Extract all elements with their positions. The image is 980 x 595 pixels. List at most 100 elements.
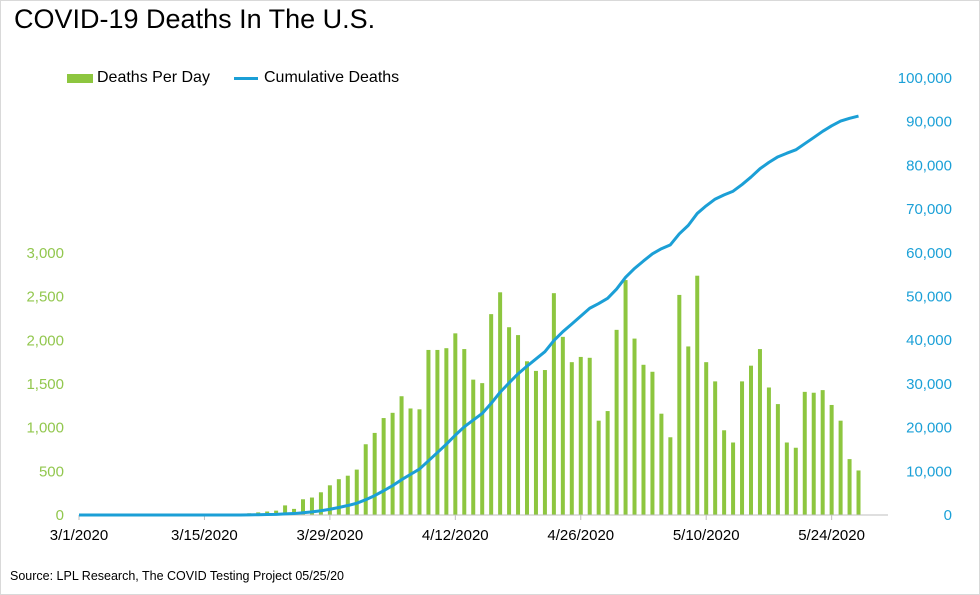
bar-deaths-per-day xyxy=(309,497,314,515)
bar-deaths-per-day xyxy=(757,349,762,515)
bar-deaths-per-day xyxy=(292,508,297,515)
right-axis-tick-label: 60,000 xyxy=(906,245,952,262)
x-axis-tick-label: 4/12/2020 xyxy=(422,527,489,544)
bar-deaths-per-day xyxy=(811,392,816,515)
chart-title: COVID-19 Deaths In The U.S. xyxy=(14,4,376,34)
right-axis-tick-label: 20,000 xyxy=(906,420,952,437)
bar-deaths-per-day xyxy=(650,371,655,515)
bar-deaths-per-day xyxy=(435,349,440,515)
bars-group xyxy=(238,275,861,515)
left-axis-tick-label: 2,000 xyxy=(26,332,64,349)
bar-deaths-per-day xyxy=(408,408,413,515)
bar-deaths-per-day xyxy=(525,361,529,515)
bar-deaths-per-day xyxy=(793,447,798,515)
right-axis-tick-label: 100,000 xyxy=(898,70,952,87)
bar-deaths-per-day xyxy=(820,390,825,515)
x-axis-tick-label: 3/29/2020 xyxy=(297,527,364,544)
bar-deaths-per-day xyxy=(560,336,565,515)
bar-deaths-per-day xyxy=(318,492,323,515)
bar-deaths-per-day xyxy=(283,505,288,515)
bar-deaths-per-day xyxy=(274,510,279,515)
bar-deaths-per-day xyxy=(471,379,476,515)
right-axis-tick-label: 90,000 xyxy=(906,114,952,131)
bar-deaths-per-day xyxy=(740,381,745,515)
cumulative-deaths-line xyxy=(79,114,859,517)
bar-deaths-per-day xyxy=(578,356,583,515)
bar-deaths-per-day xyxy=(605,411,610,515)
right-axis-tick-label: 50,000 xyxy=(906,289,952,306)
right-axis-tick-label: 30,000 xyxy=(906,376,952,393)
left-axis-labels: 0 500 1,000 1,500 2,000 2,500 3,000 xyxy=(26,245,64,524)
right-axis-tick-label: 70,000 xyxy=(906,201,952,218)
bar-deaths-per-day xyxy=(345,475,350,515)
bar-deaths-per-day xyxy=(372,432,377,515)
bar-deaths-per-day xyxy=(363,444,368,515)
bar-deaths-per-day xyxy=(516,335,521,515)
legend-label-cumulative-deaths: Cumulative Deaths xyxy=(264,69,400,86)
x-axis-tick-label: 3/15/2020 xyxy=(171,527,238,544)
legend-bar-swatch xyxy=(67,73,93,83)
bar-deaths-per-day xyxy=(426,349,431,515)
legend-item-cumulative-deaths: Cumulative Deaths xyxy=(234,69,399,87)
legend-line-swatch xyxy=(234,76,258,80)
bar-deaths-per-day xyxy=(686,346,691,515)
legend-item-deaths-per-day: Deaths Per Day xyxy=(67,69,210,87)
bar-deaths-per-day xyxy=(695,275,700,515)
bar-deaths-per-day xyxy=(775,404,780,515)
right-axis-tick-label: 0 xyxy=(944,507,952,524)
bar-deaths-per-day xyxy=(462,349,467,515)
left-axis-tick-label: 1,500 xyxy=(26,376,64,393)
legend-label-deaths-per-day: Deaths Per Day xyxy=(97,69,210,86)
right-axis-labels: 0 10,000 20,000 30,000 40,000 50,000 60,000 70,… xyxy=(898,70,952,524)
bar-deaths-per-day xyxy=(399,396,404,515)
bar-deaths-per-day xyxy=(542,370,547,515)
bar-deaths-per-day xyxy=(766,387,771,515)
bar-deaths-per-day xyxy=(569,362,574,515)
bar-deaths-per-day xyxy=(722,430,727,515)
bar-deaths-per-day xyxy=(614,329,619,515)
bar-deaths-per-day xyxy=(668,437,673,515)
bar-deaths-per-day xyxy=(677,294,682,515)
bar-deaths-per-day xyxy=(507,327,512,515)
left-axis-tick-label: 0 xyxy=(56,507,64,524)
bar-deaths-per-day xyxy=(856,470,861,515)
left-axis-tick-label: 3,000 xyxy=(26,245,64,262)
bar-deaths-per-day xyxy=(731,442,736,515)
bar-deaths-per-day xyxy=(381,418,386,515)
x-axis-tick-label: 5/24/2020 xyxy=(798,527,865,544)
x-axis-tick-label: 4/26/2020 xyxy=(547,527,614,544)
bar-deaths-per-day xyxy=(802,391,807,515)
x-axis-tick-label: 3/1/2020 xyxy=(50,527,108,544)
bar-deaths-per-day xyxy=(847,459,852,515)
right-axis-tick-label: 10,000 xyxy=(906,463,952,480)
bar-deaths-per-day xyxy=(784,442,789,515)
right-axis-tick-label: 40,000 xyxy=(906,332,952,349)
bar-deaths-per-day xyxy=(327,485,332,515)
bar-deaths-per-day xyxy=(301,499,305,515)
bar-deaths-per-day xyxy=(749,365,753,515)
bar-deaths-per-day xyxy=(390,412,395,515)
left-axis-tick-label: 2,500 xyxy=(26,289,64,306)
x-axis-tick-label: 5/10/2020 xyxy=(673,527,740,544)
bar-deaths-per-day xyxy=(417,409,422,515)
bar-deaths-per-day xyxy=(641,364,646,515)
bar-deaths-per-day xyxy=(453,333,458,515)
bar-deaths-per-day xyxy=(659,413,664,515)
bar-deaths-per-day xyxy=(587,357,592,515)
bar-deaths-per-day xyxy=(498,292,503,515)
bar-deaths-per-day xyxy=(596,420,601,515)
source-note: Source: LPL Research, The COVID Testing … xyxy=(10,569,344,583)
bar-deaths-per-day xyxy=(623,280,628,515)
bar-deaths-per-day xyxy=(336,479,341,515)
left-axis-tick-label: 500 xyxy=(39,463,64,480)
bar-deaths-per-day xyxy=(489,314,494,515)
bar-deaths-per-day xyxy=(444,348,449,515)
bar-deaths-per-day xyxy=(829,404,834,515)
right-axis-tick-label: 80,000 xyxy=(906,157,952,174)
bar-deaths-per-day xyxy=(632,338,637,515)
bar-deaths-per-day xyxy=(713,381,718,515)
bar-deaths-per-day xyxy=(704,362,709,515)
left-axis-tick-label: 1,000 xyxy=(26,420,64,437)
bar-deaths-per-day xyxy=(838,420,843,515)
